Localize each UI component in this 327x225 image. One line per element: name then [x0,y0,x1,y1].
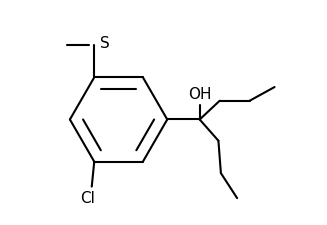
Text: OH: OH [188,86,212,101]
Text: S: S [100,36,110,51]
Text: Cl: Cl [80,191,95,205]
